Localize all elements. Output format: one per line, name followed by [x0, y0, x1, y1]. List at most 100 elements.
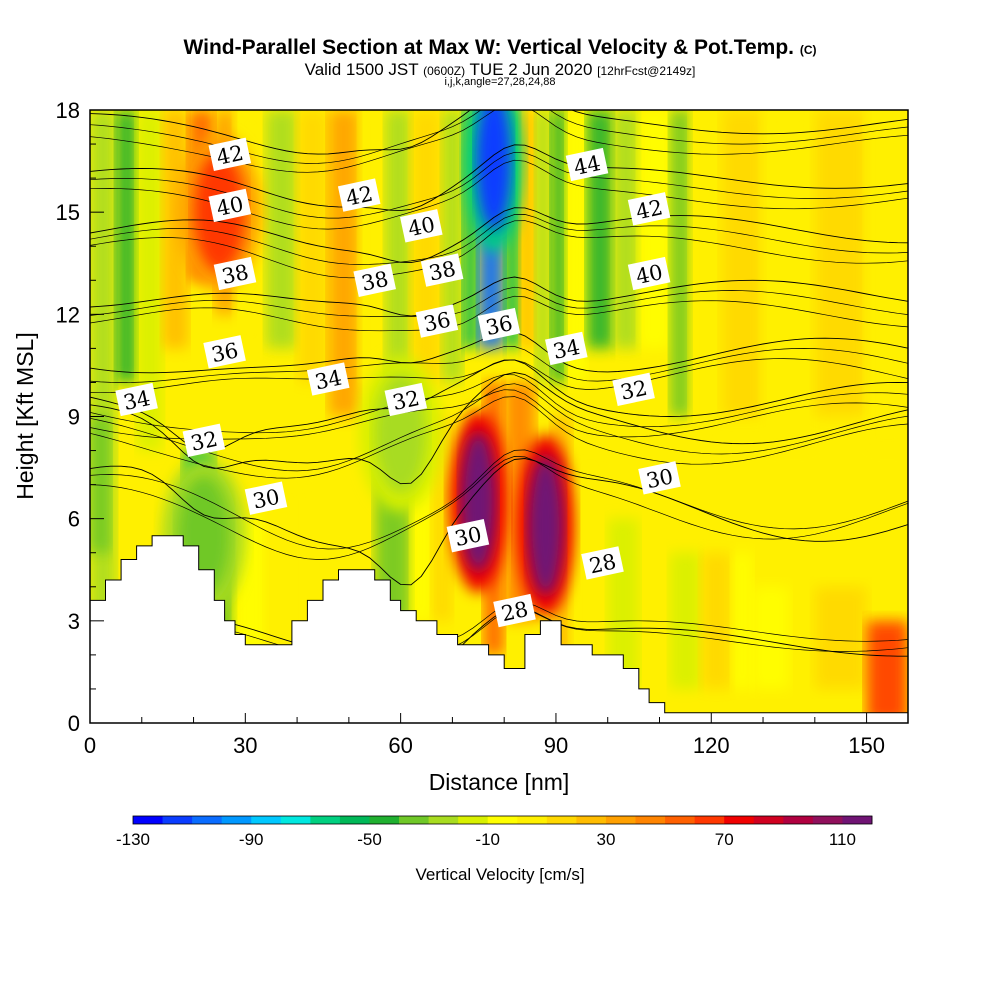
- contour-label-text: 28: [499, 597, 530, 626]
- colorbar-swatch: [694, 816, 725, 824]
- contour-label-text: 38: [427, 257, 458, 286]
- colorbar-tick-label: -50: [357, 830, 382, 849]
- contour-label-text: 36: [209, 338, 240, 367]
- contour-labels: 42 40 38 36 34 32 30 42 38 34 32 40 38 36 36 30 28 44 42 40…: [115, 137, 681, 628]
- contour-label-19: 40: [627, 256, 671, 291]
- contour-label-text: 38: [359, 267, 390, 296]
- contour-label-21: 32: [612, 372, 655, 406]
- x-tick-label: 30: [233, 733, 257, 758]
- colorbar-swatch: [339, 816, 370, 824]
- valid-date: TUE 2 Jun 2020: [469, 60, 593, 79]
- contour-label-18: 42: [627, 192, 671, 226]
- velocity-core-2: [527, 455, 564, 596]
- colorbar-swatch: [576, 816, 607, 824]
- isentrope-minor-32-2: [90, 396, 908, 479]
- velocity-core-0: [475, 110, 512, 232]
- colorbar-swatch: [133, 816, 163, 824]
- isentrope-minor-36-1: [90, 346, 908, 383]
- contour-label-10: 32: [384, 382, 428, 417]
- contour-label-15: 30: [446, 519, 490, 553]
- contour-label-11: 40: [400, 209, 443, 243]
- contour-label-23: 28: [581, 546, 624, 580]
- isentrope-40: [90, 207, 908, 264]
- colorbar-swatch: [842, 816, 873, 824]
- colorbar-swatch: [812, 816, 843, 824]
- contour-label-text: 36: [422, 308, 453, 337]
- isentrope-minor-30-1: [90, 449, 908, 550]
- contour-label-2: 38: [213, 256, 257, 291]
- colorbar-swatch: [605, 816, 636, 824]
- contour-label-text: 28: [587, 549, 618, 578]
- title-main: Wind-Parallel Section at Max W: Vertical…: [183, 36, 794, 59]
- colorbar-tick-label: 70: [715, 830, 734, 849]
- isentrope-minor-42-1: [90, 151, 908, 219]
- isentrope-minor-34-2: [90, 389, 908, 440]
- chart-subtitle: Valid 1500 JST (0600Z) TUE 2 Jun 2020 [1…: [0, 60, 1000, 80]
- y-tick-label: 9: [68, 405, 80, 430]
- chart-title: Wind-Parallel Section at Max W: Vertical…: [0, 36, 1000, 60]
- y-tick-label: 0: [68, 711, 80, 736]
- contour-label-7: 42: [337, 178, 381, 212]
- valid-time: Valid 1500 JST: [304, 60, 419, 79]
- copyright-mark: (C): [799, 43, 817, 57]
- isentrope-38: [90, 276, 908, 317]
- isentrope-minor-40-2: [90, 220, 908, 279]
- colorbar-swatch: [280, 816, 311, 824]
- contour-label-13: 36: [415, 304, 459, 338]
- contour-label-text: 38: [220, 260, 251, 289]
- y-tick-label: 3: [68, 609, 80, 634]
- x-tick-label: 0: [84, 733, 96, 758]
- y-tick-label: 15: [56, 200, 80, 225]
- colorbar-swatch: [369, 816, 400, 824]
- colorbar-swatch: [310, 816, 341, 824]
- colorbar-swatch: [753, 816, 784, 824]
- contour-label-text: 44: [572, 151, 603, 180]
- contour-label-text: 34: [121, 386, 152, 415]
- colorbar-swatch: [251, 816, 282, 824]
- colorbar-swatch: [399, 816, 429, 824]
- velocity-core-1: [460, 431, 497, 572]
- contour-label-text: 30: [251, 485, 282, 514]
- colorbar-tick-label: 110: [829, 830, 856, 849]
- colorbar-swatch: [162, 816, 193, 824]
- y-tick-label: 12: [56, 302, 80, 327]
- isentrope-30: [90, 458, 908, 586]
- isentrope-minor-34-1: [90, 374, 908, 434]
- contour-label-1: 40: [208, 188, 252, 223]
- isentrope-minor-38-1: [90, 286, 908, 317]
- colorbar-swatch: [487, 816, 518, 824]
- isentrope-34: [90, 359, 908, 452]
- x-tick-label: 90: [544, 733, 568, 758]
- contour-label-text: 34: [313, 365, 344, 394]
- colorbar-swatch: [192, 816, 223, 824]
- contour-label-9: 34: [306, 362, 350, 396]
- contour-label-text: 36: [484, 311, 515, 340]
- contour-label-text: 30: [644, 464, 675, 493]
- x-tick-label: 120: [693, 733, 730, 758]
- contour-label-16: 28: [493, 593, 536, 628]
- contour-label-text: 40: [214, 192, 245, 221]
- contour-label-text: 32: [618, 376, 649, 405]
- contour-label-5: 32: [182, 423, 226, 457]
- contour-label-6: 30: [244, 481, 288, 515]
- contour-label-text: 40: [406, 212, 437, 241]
- isentrope-minor-30-2: [90, 456, 908, 560]
- isentrope-minor-38-2: [90, 295, 908, 332]
- contour-label-3: 36: [203, 335, 246, 369]
- isentrope-32: [90, 372, 908, 485]
- x-tick-label: 60: [388, 733, 412, 758]
- forecast-info: [12hrFcst@2149z]: [597, 64, 696, 78]
- contour-label-17: 44: [565, 147, 609, 182]
- valid-utc: (0600Z): [423, 64, 466, 78]
- colorbar-tick-label: -90: [239, 830, 264, 849]
- colorbar-swatch: [635, 816, 666, 824]
- contour-label-0: 42: [208, 137, 252, 171]
- x-tick-label: 150: [848, 733, 885, 758]
- contour-label-text: 42: [344, 182, 375, 211]
- contour-label-text: 32: [390, 386, 421, 415]
- section-params: i,j,k,angle=27,28,24,88: [444, 76, 556, 88]
- colorbar-swatch: [783, 816, 814, 824]
- colorbar-label: Vertical Velocity [cm/s]: [415, 865, 584, 884]
